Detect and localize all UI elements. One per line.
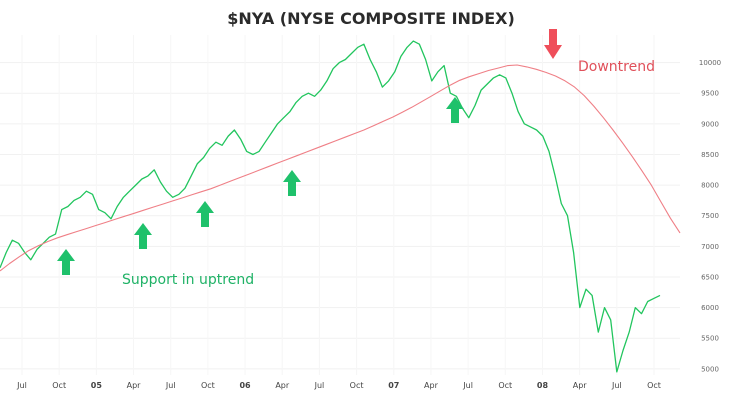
y-tick-label: 5000 xyxy=(701,365,719,373)
x-tick-label: Jul xyxy=(611,381,622,390)
chart-title: $NYA (NYSE COMPOSITE INDEX) xyxy=(227,9,515,28)
x-tick-label: 05 xyxy=(91,381,103,390)
y-tick-label: 8500 xyxy=(701,151,719,159)
up-arrow-icon xyxy=(134,223,152,249)
x-axis: Jul Oct 05 Apr Jul Oct 06 Apr Jul Oct 07 Apr Jul Oct 0… xyxy=(16,381,661,390)
y-tick-label: 7000 xyxy=(701,243,719,251)
y-tick-label: 5500 xyxy=(701,335,719,343)
x-tick-label: Oct xyxy=(201,381,215,390)
x-tick-label: Apr xyxy=(127,381,142,390)
chart-series xyxy=(0,40,681,373)
x-tick-label: Oct xyxy=(52,381,66,390)
up-arrow-icon xyxy=(446,97,464,123)
up-arrow-icon xyxy=(57,249,75,275)
x-tick-label: Apr xyxy=(573,381,588,390)
moving-average-line xyxy=(0,64,681,272)
y-tick-label: 9500 xyxy=(701,90,719,98)
downtrend-label: Downtrend xyxy=(578,59,655,75)
x-tick-label: Jul xyxy=(314,381,325,390)
x-tick-label: Jul xyxy=(165,381,176,390)
chart-grid xyxy=(0,35,680,375)
support-label: Support in uptrend xyxy=(122,272,254,288)
y-axis: 5000 5500 6000 6500 7000 7500 8000 8500 9000 9500… xyxy=(699,59,721,373)
y-tick-label: 6000 xyxy=(701,304,719,312)
y-tick-label: 6500 xyxy=(701,273,719,281)
x-tick-label: Jul xyxy=(462,381,473,390)
y-tick-label: 10000 xyxy=(699,59,721,67)
annotation-arrows xyxy=(57,29,562,275)
up-arrow-icon xyxy=(196,201,214,227)
x-tick-label: 07 xyxy=(388,381,399,390)
x-tick-label: Oct xyxy=(647,381,661,390)
down-arrow-icon xyxy=(544,29,562,59)
y-tick-label: 7500 xyxy=(701,212,719,220)
x-tick-label: 06 xyxy=(239,381,251,390)
x-tick-label: Jul xyxy=(16,381,27,390)
x-tick-label: Apr xyxy=(424,381,439,390)
up-arrow-icon xyxy=(283,170,301,196)
x-tick-label: Oct xyxy=(498,381,512,390)
price-line xyxy=(0,40,661,373)
x-tick-label: 08 xyxy=(537,381,549,390)
y-tick-label: 8000 xyxy=(701,182,719,190)
y-tick-label: 9000 xyxy=(701,120,719,128)
x-tick-label: Apr xyxy=(275,381,290,390)
x-tick-label: Oct xyxy=(350,381,364,390)
